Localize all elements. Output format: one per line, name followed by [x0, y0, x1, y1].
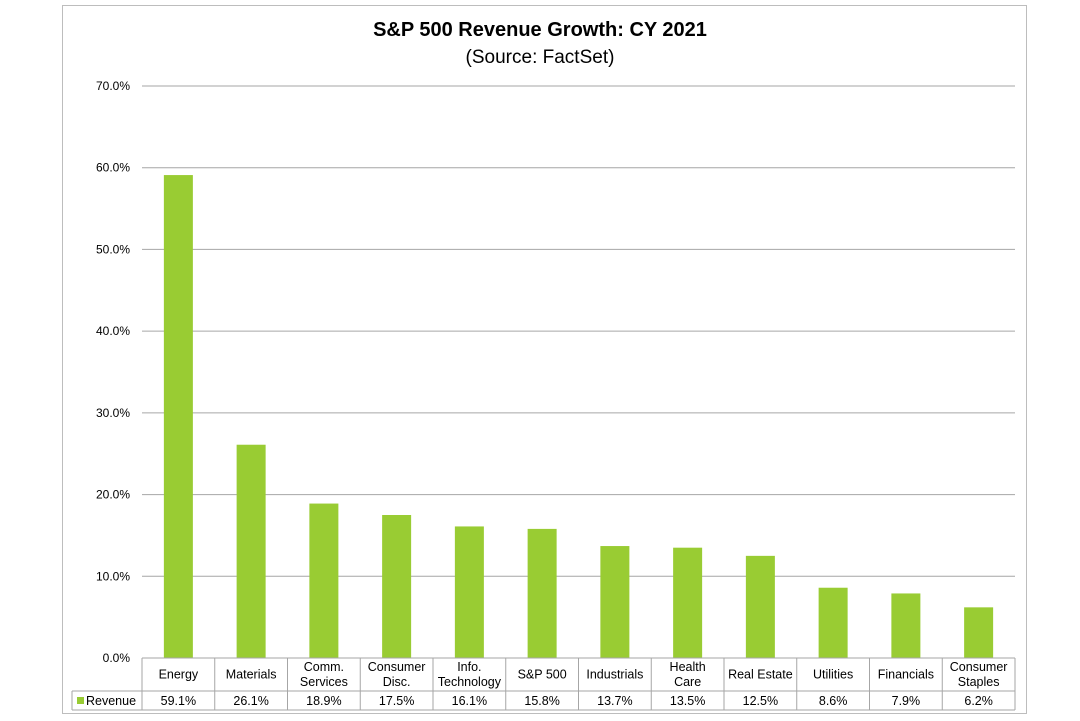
y-tick-label: 40.0% — [96, 324, 130, 338]
legend-series-name: Revenue — [86, 694, 136, 708]
data-value-label: 13.7% — [597, 694, 632, 708]
bar — [236, 444, 266, 658]
y-tick-label: 70.0% — [96, 79, 130, 93]
bar — [454, 526, 484, 658]
bar — [309, 503, 339, 658]
category-label: Industrials — [586, 668, 643, 682]
chart-title: S&P 500 Revenue Growth: CY 2021 — [373, 19, 707, 41]
category-label: Staples — [958, 675, 1000, 689]
category-label: Energy — [159, 668, 199, 682]
y-axis-ticks: 0.0% 10.0% 20.0% 30.0% 40.0% 50.0% 60.0% 70.0% — [96, 79, 130, 665]
legend-swatch — [77, 697, 84, 704]
bar — [163, 175, 193, 658]
category-label: Care — [674, 675, 701, 689]
category-label: Info. — [457, 660, 481, 674]
category-label: Disc. — [383, 675, 411, 689]
category-label: Financials — [878, 668, 934, 682]
data-value-label: 12.5% — [743, 694, 778, 708]
bar — [382, 515, 412, 658]
bar — [745, 555, 775, 658]
y-tick-label: 60.0% — [96, 161, 130, 175]
data-value-label: 6.2% — [964, 694, 993, 708]
data-value-label: 59.1% — [161, 694, 196, 708]
bar — [818, 587, 848, 658]
category-label: Utilities — [813, 668, 853, 682]
category-label: Health — [670, 660, 706, 674]
y-tick-label: 10.0% — [96, 569, 130, 583]
bars — [163, 175, 994, 658]
category-label: Technology — [438, 675, 502, 689]
category-label: Materials — [226, 668, 277, 682]
category-label: Consumer — [368, 660, 426, 674]
bar — [891, 593, 921, 658]
data-value-label: 16.1% — [452, 694, 487, 708]
gridlines — [142, 85, 1015, 577]
category-label: Consumer — [950, 660, 1008, 674]
data-value-label: 17.5% — [379, 694, 414, 708]
category-label: Services — [300, 675, 348, 689]
data-value-label: 7.9% — [892, 694, 921, 708]
category-label: Real Estate — [728, 668, 793, 682]
y-tick-label: 30.0% — [96, 406, 130, 420]
bar — [527, 528, 557, 658]
data-table: Energy MaterialsComm.ServicesConsumerDisc… — [71, 657, 1016, 711]
data-value-label: 13.5% — [670, 694, 705, 708]
category-label: S&P 500 — [518, 668, 567, 682]
chart-subtitle: (Source: FactSet) — [466, 47, 615, 68]
bar — [673, 547, 703, 658]
category-label: Comm. — [304, 660, 344, 674]
y-tick-label: 20.0% — [96, 488, 130, 502]
y-tick-label: 0.0% — [103, 651, 131, 665]
bar — [600, 546, 630, 658]
data-value-label: 8.6% — [819, 694, 848, 708]
data-value-label: 26.1% — [233, 694, 268, 708]
y-tick-label: 50.0% — [96, 242, 130, 256]
bar — [964, 607, 994, 658]
data-value-label: 15.8% — [524, 694, 559, 708]
data-value-label: 18.9% — [306, 694, 341, 708]
